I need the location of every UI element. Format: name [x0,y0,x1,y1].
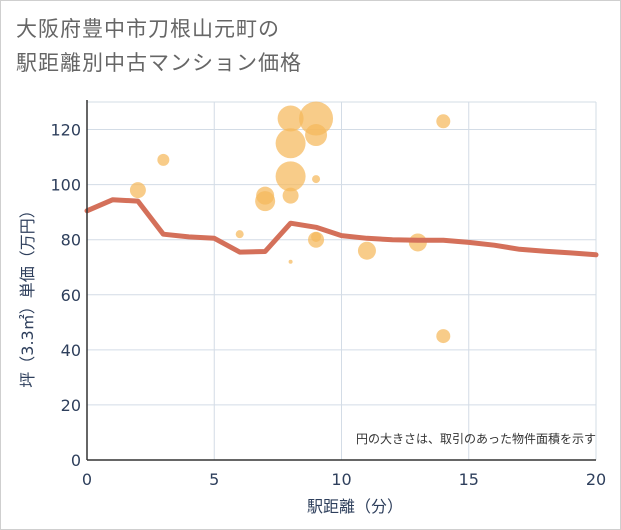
y-tick-label: 0 [71,451,81,470]
bubble-point [305,124,328,147]
chart-title-line-1: 大阪府豊中市刀根山元町の [16,17,280,41]
y-tick-label: 40 [61,341,81,360]
chart-title-line-2: 駅距離別中古マンション価格 [16,51,302,75]
x-tick-label: 20 [586,470,606,489]
bubble-point [277,105,304,132]
bubble-point [299,101,334,136]
bubble-point [288,259,293,264]
chart-title: 大阪府豊中市刀根山元町の 駅距離別中古マンション価格 [16,12,302,80]
x-tick-label: 0 [82,470,92,489]
y-tick-label: 120 [50,121,81,140]
bubble-point [129,182,146,199]
bubble-point [308,231,325,248]
y-tick-label: 60 [61,286,81,305]
trend-line [84,197,599,258]
y-tick-label: 20 [61,396,81,415]
bubble-point [282,187,299,204]
bubble-point [157,153,170,166]
y-axis-label: 坪（3.3㎡）単価（万円） [18,202,37,387]
x-tick-label: 5 [209,470,219,489]
tick-labels: 0 20 40 60 80 100 120 0 5 10 15 20 [50,121,606,489]
bubbles [129,101,451,344]
size-note: 円の大きさは、取引のあった物件面積を示す [356,431,596,446]
bubble-point [312,175,321,184]
x-axis-label: 駅距離（分） [307,497,403,516]
bubble-point [275,161,306,192]
x-tick-label: 10 [331,470,351,489]
bubble-point [357,241,376,260]
bubble-point [436,114,451,129]
x-tick-label: 15 [459,470,479,489]
bubble-point [275,128,306,159]
y-tick-label: 80 [61,231,81,250]
bubble-point [235,230,244,239]
axes [86,100,596,461]
bubble-point [436,329,451,344]
y-tick-label: 100 [50,176,81,195]
bubble-point [255,191,276,212]
grid [87,101,597,460]
